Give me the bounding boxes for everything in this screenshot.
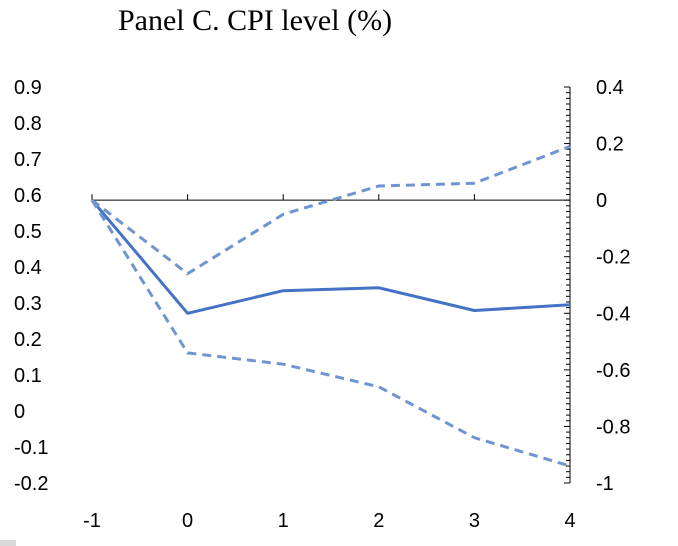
series-line-estimate: [90, 199, 571, 315]
right-y-tick-label: 0.2: [596, 134, 624, 156]
right-y-tick-label: -0.4: [596, 303, 630, 325]
left-y-tick-label: 0.9: [14, 77, 42, 99]
x-tick-label: 1: [278, 510, 289, 532]
left-y-tick-label: 0.4: [14, 257, 42, 279]
right-y-tick-label: -1: [596, 473, 614, 495]
left-y-tick-label: 0.1: [14, 365, 42, 387]
corner-mark: [0, 540, 16, 546]
x-tick-label: 4: [564, 510, 575, 532]
series-line-upper-band: [91, 145, 571, 276]
axes: [91, 86, 571, 484]
right-y-tick-label: -0.6: [596, 360, 630, 382]
x-tick-label: -1: [83, 510, 101, 532]
series-line-lower-band: [90, 199, 571, 468]
series-lines: [90, 145, 571, 468]
left-y-tick-label: 0.5: [14, 221, 42, 243]
right-y-tick-label: -0.2: [596, 247, 630, 269]
left-y-tick-label: 0.7: [14, 149, 42, 171]
left-y-tick-label: -0.1: [14, 437, 48, 459]
left-y-tick-label: 0.2: [14, 329, 42, 351]
x-tick-label: 2: [373, 510, 384, 532]
tick-labels: -1 0 1 2 3 4 0.4 0.2 0 -0.2 -0.4 -0.6 -0.8 -1 0.9 0.8 0.…: [14, 77, 630, 532]
left-y-tick-label: -0.2: [14, 473, 48, 495]
left-y-tick-label: 0: [14, 401, 25, 423]
left-y-tick-label: 0.3: [14, 293, 42, 315]
right-y-tick-label: 0: [596, 190, 607, 212]
left-y-tick-label: 0.6: [14, 185, 42, 207]
left-y-tick-label: 0.8: [14, 113, 42, 135]
chart-title: Panel C. CPI level (%): [118, 4, 392, 37]
right-y-tick-label: 0.4: [596, 77, 624, 99]
x-tick-label: 3: [469, 510, 480, 532]
right-y-tick-label: -0.8: [596, 416, 630, 438]
x-tick-label: 0: [182, 510, 193, 532]
